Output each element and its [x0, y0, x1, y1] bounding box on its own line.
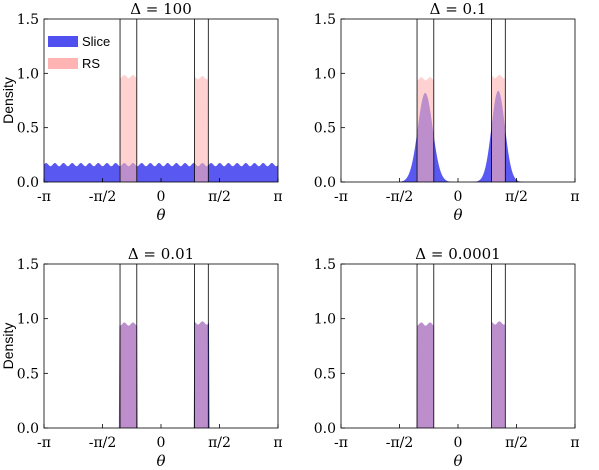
legend-label-rs: RS: [82, 56, 100, 71]
x-axis-label: θ: [156, 452, 165, 470]
y-tick-label: 1.5: [17, 12, 39, 28]
axes-frame: [340, 263, 576, 429]
series-slice-area: [341, 321, 575, 428]
y-tick-label: 1.0: [17, 66, 39, 82]
x-tick-label: 0: [157, 189, 166, 205]
y-axis-label: Density: [0, 323, 16, 370]
x-axis-label: θ: [453, 452, 462, 470]
x-tick-label: π: [570, 189, 579, 205]
x-tick-label: π: [273, 189, 282, 205]
x-tick-label: -π: [37, 189, 51, 205]
y-tick-label: 1.5: [17, 257, 39, 273]
x-tick-label: π/2: [208, 189, 231, 205]
series-rs-area: [341, 74, 575, 182]
axes-frame: [43, 18, 279, 183]
y-tick-label: 1.5: [314, 257, 336, 273]
x-tick-label: -π: [334, 435, 348, 451]
series-rs-area: [44, 321, 278, 428]
x-tick-label: 0: [454, 189, 463, 205]
axes-frame: [43, 263, 279, 429]
y-tick-label: 0.0: [17, 175, 39, 191]
plot-area: [44, 264, 278, 428]
x-tick-label: -π/2: [89, 435, 117, 451]
x-tick-label: -π/2: [386, 435, 414, 451]
y-tick-label: 0.5: [17, 121, 39, 137]
series-slice-area: [341, 90, 575, 182]
subplot-1: 0.0 0.5 1.0 1.5 -π -π/2 0 π/2 π Δ = 100 θ Density Sl…: [0, 0, 283, 224]
subplot-4: 0.0 0.5 1.0 1.5 -π -π/2 0 π/2 π Δ = 0.0001 θ: [314, 245, 580, 470]
x-tick-label: -π: [37, 435, 51, 451]
plot-area: [341, 19, 575, 182]
x-tick-label: π/2: [505, 189, 528, 205]
y-tick-label: 0.5: [314, 366, 336, 382]
legend: Slice RS: [48, 34, 110, 71]
y-tick-label: 1.0: [314, 312, 336, 328]
subplot-title: Δ = 0.0001: [415, 245, 500, 263]
y-tick-label: 0.0: [17, 421, 39, 437]
x-tick-label: -π/2: [89, 189, 117, 205]
subplot-2: 0.0 0.5 1.0 1.5 -π -π/2 0 π/2 π Δ = 0.1 θ: [314, 0, 580, 224]
x-tick-label: π: [570, 435, 579, 451]
axes-frame: [340, 18, 576, 183]
y-tick-label: 0.0: [314, 175, 336, 191]
legend-swatch-rs: [48, 58, 78, 69]
y-axis-label: Density: [0, 77, 16, 124]
x-tick-label: π/2: [505, 435, 528, 451]
x-tick-label: -π/2: [386, 189, 414, 205]
x-axis-label: θ: [453, 206, 462, 224]
plot-area: [341, 264, 575, 428]
y-tick-label: 1.0: [17, 312, 39, 328]
y-tick-label: 0.5: [314, 121, 336, 137]
y-tick-label: 1.5: [314, 12, 336, 28]
x-tick-label: π/2: [208, 435, 231, 451]
plot-area: [44, 19, 278, 182]
subplot-title: Δ = 0.1: [430, 0, 487, 18]
y-tick-label: 0.5: [17, 366, 39, 382]
x-tick-label: 0: [157, 435, 166, 451]
x-tick-label: 0: [454, 435, 463, 451]
subplot-title: Δ = 0.01: [128, 245, 194, 263]
subplot-title: Δ = 100: [130, 0, 192, 18]
x-tick-label: -π: [334, 189, 348, 205]
series-rs-area: [341, 321, 575, 428]
series-slice-area: [44, 162, 278, 182]
legend-swatch-slice: [48, 36, 78, 47]
legend-label-slice: Slice: [82, 34, 110, 49]
series-slice-area: [44, 321, 278, 428]
x-axis-label: θ: [156, 206, 165, 224]
y-tick-label: 0.0: [314, 421, 336, 437]
x-tick-label: π: [273, 435, 282, 451]
y-tick-label: 1.0: [314, 66, 336, 82]
subplot-3: 0.0 0.5 1.0 1.5 -π -π/2 0 π/2 π Δ = 0.01 θ Density: [0, 245, 283, 470]
